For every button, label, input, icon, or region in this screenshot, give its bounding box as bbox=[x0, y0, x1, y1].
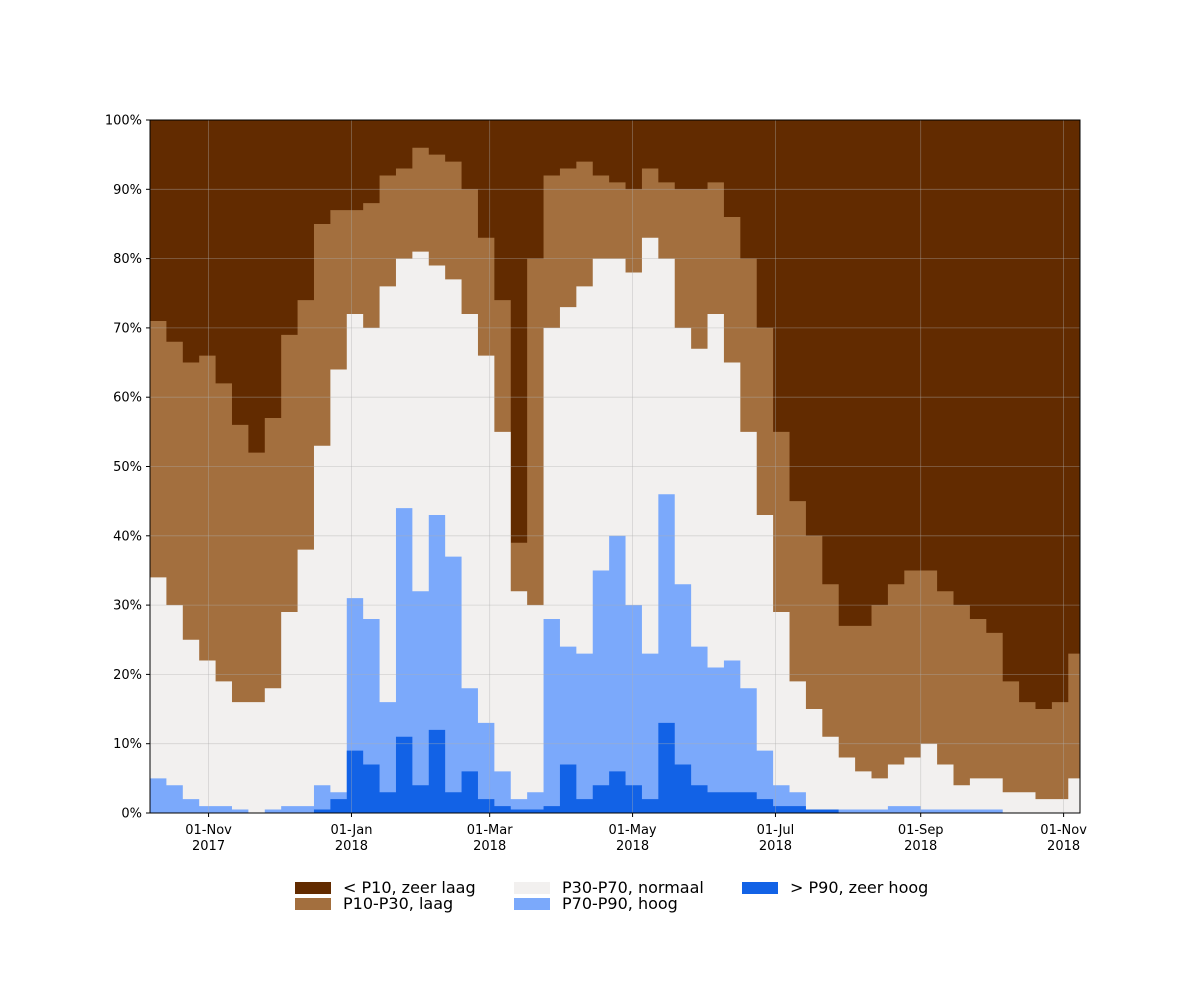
legend-swatch-laag bbox=[295, 898, 331, 910]
area-series-p90-zeer-hoog bbox=[150, 722, 1080, 813]
x-tick-year-label: 2018 bbox=[616, 839, 649, 854]
legend-swatch-normaal bbox=[514, 882, 550, 894]
y-tick-label: 50% bbox=[113, 460, 142, 475]
legend-label-normaal: P30-P70, normaal bbox=[562, 878, 704, 897]
y-tick-label: 80% bbox=[113, 252, 142, 267]
y-tick-label: 90% bbox=[113, 183, 142, 198]
x-tick-label: 01-Sep bbox=[898, 823, 944, 838]
y-tick-label: 60% bbox=[113, 391, 142, 406]
y-tick-label: 10% bbox=[113, 737, 142, 752]
y-axis: 0% 10% 20% 30% 40% 50% 60% 70% 80% 90% 100% bbox=[105, 114, 150, 822]
area-series-p30-p70-normaal bbox=[150, 237, 1080, 813]
legend-label-laag: P10-P30, laag bbox=[343, 894, 454, 913]
plot-area bbox=[150, 120, 1080, 814]
area-series-p70-p90-hoog bbox=[150, 494, 1080, 813]
legend-swatch-hoog bbox=[514, 898, 550, 910]
grid bbox=[150, 119, 1080, 814]
x-tick-label: 01-Nov bbox=[1040, 823, 1087, 838]
legend-swatch-zeer-laag bbox=[295, 882, 331, 894]
x-tick-year-label: 2017 bbox=[192, 839, 225, 854]
x-tick-year-label: 2018 bbox=[759, 839, 792, 854]
x-tick-label: 01-Mar bbox=[467, 823, 513, 838]
y-tick-label: 100% bbox=[105, 114, 142, 129]
legend-label-zeer-laag: < P10, zeer laag bbox=[343, 878, 476, 897]
x-tick-label: 01-Jan bbox=[330, 823, 372, 838]
y-tick-label: 70% bbox=[113, 321, 142, 336]
legend-label-hoog: P70-P90, hoog bbox=[562, 894, 678, 913]
x-tick-label: 01-Jul bbox=[757, 823, 795, 838]
x-tick-label: 01-May bbox=[609, 823, 657, 838]
x-axis: 01-Nov201701-Jan201801-Mar201801-May2018… bbox=[185, 813, 1087, 854]
legend: < P10, zeer laag P10-P30, laag P30-P70, … bbox=[295, 880, 995, 920]
x-tick-year-label: 2018 bbox=[1047, 839, 1080, 854]
x-tick-year-label: 2018 bbox=[473, 839, 506, 854]
legend-label-zeer-hoog: > P90, zeer hoog bbox=[790, 878, 929, 897]
y-tick-label: 40% bbox=[113, 529, 142, 544]
y-tick-label: 30% bbox=[113, 599, 142, 614]
x-tick-year-label: 2018 bbox=[904, 839, 937, 854]
x-tick-label: 01-Nov bbox=[185, 823, 232, 838]
x-tick-year-label: 2018 bbox=[335, 839, 368, 854]
y-tick-label: 20% bbox=[113, 668, 142, 683]
y-tick-label: 0% bbox=[121, 807, 142, 822]
legend-swatch-zeer-hoog bbox=[742, 882, 778, 894]
